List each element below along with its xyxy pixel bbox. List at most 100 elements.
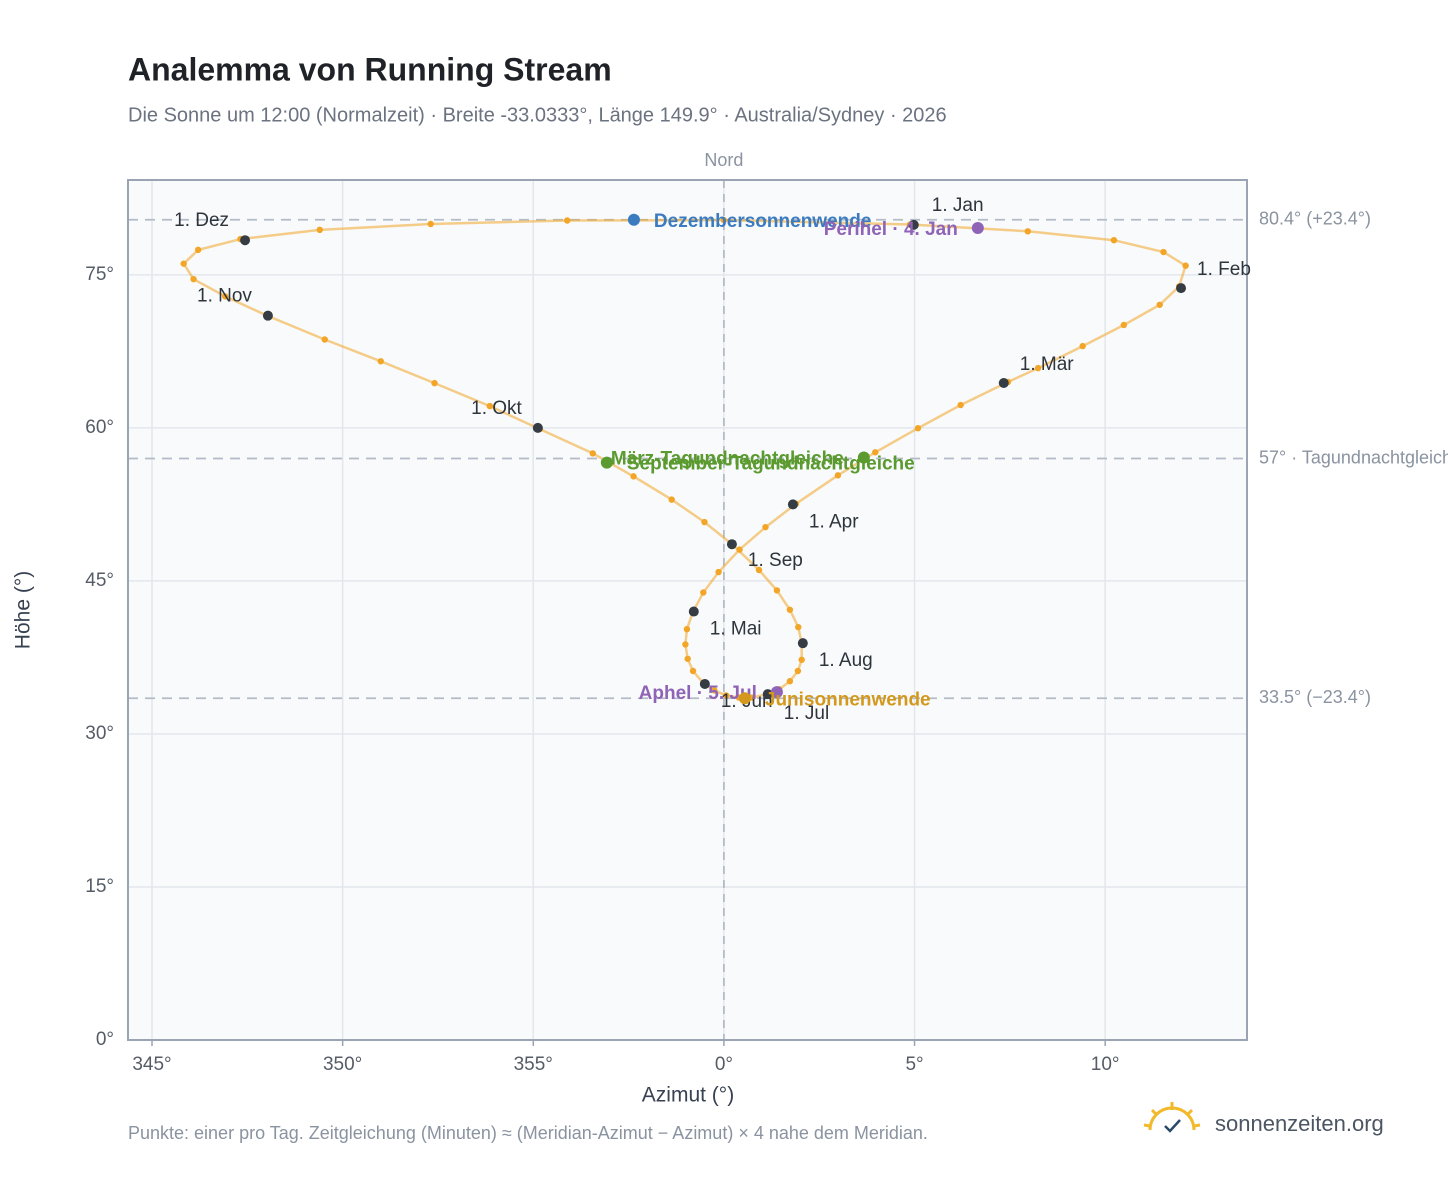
x-axis-label: Azimut (°): [642, 1084, 734, 1107]
x-tick-label: 5°: [905, 1054, 923, 1075]
month-marker: [998, 378, 1009, 389]
x-tick-label: 345°: [132, 1054, 171, 1075]
north-label: Nord: [704, 150, 743, 170]
day-point: [872, 449, 879, 456]
event-label: September-Tagundnachtgleiche: [627, 454, 915, 475]
reference-label: 57° · Tagundnachtgleiche: [1259, 447, 1448, 467]
day-point: [564, 217, 571, 224]
month-marker: [262, 310, 273, 321]
day-point: [798, 656, 805, 663]
day-point: [715, 568, 722, 576]
day-point: [668, 496, 675, 503]
day-point: [316, 226, 323, 234]
y-tick-label: 45°: [85, 570, 114, 591]
day-point: [834, 472, 842, 479]
day-point: [1156, 301, 1163, 308]
month-marker: [908, 219, 919, 230]
month-label: 1. Aug: [819, 650, 873, 671]
day-point: [914, 425, 922, 432]
event-label: Dezembersonnenwende: [654, 211, 872, 232]
event-marker: [770, 686, 783, 699]
event-label: Perihel · 4. Jan: [824, 219, 958, 240]
day-point: [1034, 364, 1042, 372]
day-point: [795, 623, 802, 631]
x-tick-label: 350°: [323, 1054, 362, 1075]
day-point: [682, 641, 689, 648]
day-point: [427, 220, 434, 228]
y-axis-label: Höhe (°): [12, 571, 35, 649]
month-label: 1. Apr: [809, 511, 859, 532]
y-tick-label: 15°: [85, 876, 114, 897]
x-tick-label: 0°: [715, 1054, 733, 1075]
day-point: [786, 678, 794, 685]
reference-label: 33.5° (−23.4°): [1259, 687, 1371, 707]
day-point: [1160, 248, 1167, 256]
day-point: [700, 589, 707, 596]
month-label: 1. Mai: [710, 619, 762, 640]
day-point: [794, 667, 802, 675]
event-marker: [857, 451, 870, 464]
event-marker: [627, 213, 640, 226]
x-tick-label: 10°: [1091, 1054, 1120, 1075]
month-label: 1. Sep: [748, 550, 803, 571]
month-marker: [726, 539, 737, 550]
month-label: 1. Jan: [932, 195, 984, 216]
day-point: [321, 336, 328, 343]
day-point: [736, 546, 743, 553]
brand-name[interactable]: sonnenzeiten.org: [1215, 1111, 1384, 1136]
day-point: [180, 260, 187, 267]
month-marker: [699, 678, 710, 689]
footnote: Punkte: einer pro Tag. Zeitgleichung (Mi…: [128, 1123, 928, 1143]
month-label: 1. Jul: [784, 703, 829, 724]
day-point: [722, 692, 730, 699]
day-point: [222, 293, 229, 300]
day-point: [190, 275, 197, 283]
month-label: 1. Nov: [197, 286, 252, 307]
month-label: 1. Feb: [1197, 259, 1251, 280]
plot-layer: 0° 15° 30° 45° 60° 75° 345° 350° 355° 0° 5° 10° Nord…: [85, 150, 1448, 1075]
brand-logo: [1143, 1102, 1201, 1133]
month-marker: [532, 422, 543, 433]
day-point: [773, 587, 781, 594]
y-tick-label: 60°: [85, 417, 114, 438]
event-marker: [738, 692, 751, 705]
chart-title: Analemma von Running Stream: [128, 51, 612, 87]
chart-subtitle: Die Sonne um 12:00 (Normalzeit) · Breite…: [128, 104, 947, 126]
month-label: 1. Okt: [471, 398, 522, 419]
event-label: Junisonnenwende: [765, 689, 931, 710]
day-point: [1079, 342, 1086, 350]
day-point: [377, 358, 384, 365]
event-label: Aphel · 5. Jul: [639, 683, 757, 704]
month-marker: [797, 638, 808, 649]
y-tick-label: 0°: [96, 1029, 114, 1050]
day-point: [1024, 228, 1031, 235]
month-marker: [1176, 283, 1187, 294]
month-marker: [688, 606, 699, 617]
day-point: [701, 518, 708, 526]
day-point: [684, 655, 691, 662]
day-point: [194, 246, 202, 254]
day-point: [1110, 236, 1118, 244]
month-label: 1. Mär: [1020, 354, 1075, 375]
day-point: [755, 566, 763, 574]
month-marker: [787, 499, 798, 510]
day-point: [431, 379, 438, 387]
day-point: [689, 667, 697, 675]
day-point: [1120, 321, 1128, 329]
day-point: [486, 402, 494, 410]
event-marker: [971, 221, 984, 234]
day-point: [711, 687, 718, 694]
plot-frame: [127, 179, 1248, 1041]
day-point: [786, 606, 794, 613]
event-marker: [600, 456, 613, 469]
day-point: [1182, 262, 1189, 269]
day-point: [957, 401, 964, 409]
x-tick-label: 355°: [514, 1054, 553, 1075]
day-point: [720, 216, 728, 224]
month-marker: [762, 689, 773, 700]
y-tick-label: 75°: [85, 264, 114, 285]
day-point: [762, 523, 769, 531]
month-label: 1. Dez: [174, 210, 229, 231]
